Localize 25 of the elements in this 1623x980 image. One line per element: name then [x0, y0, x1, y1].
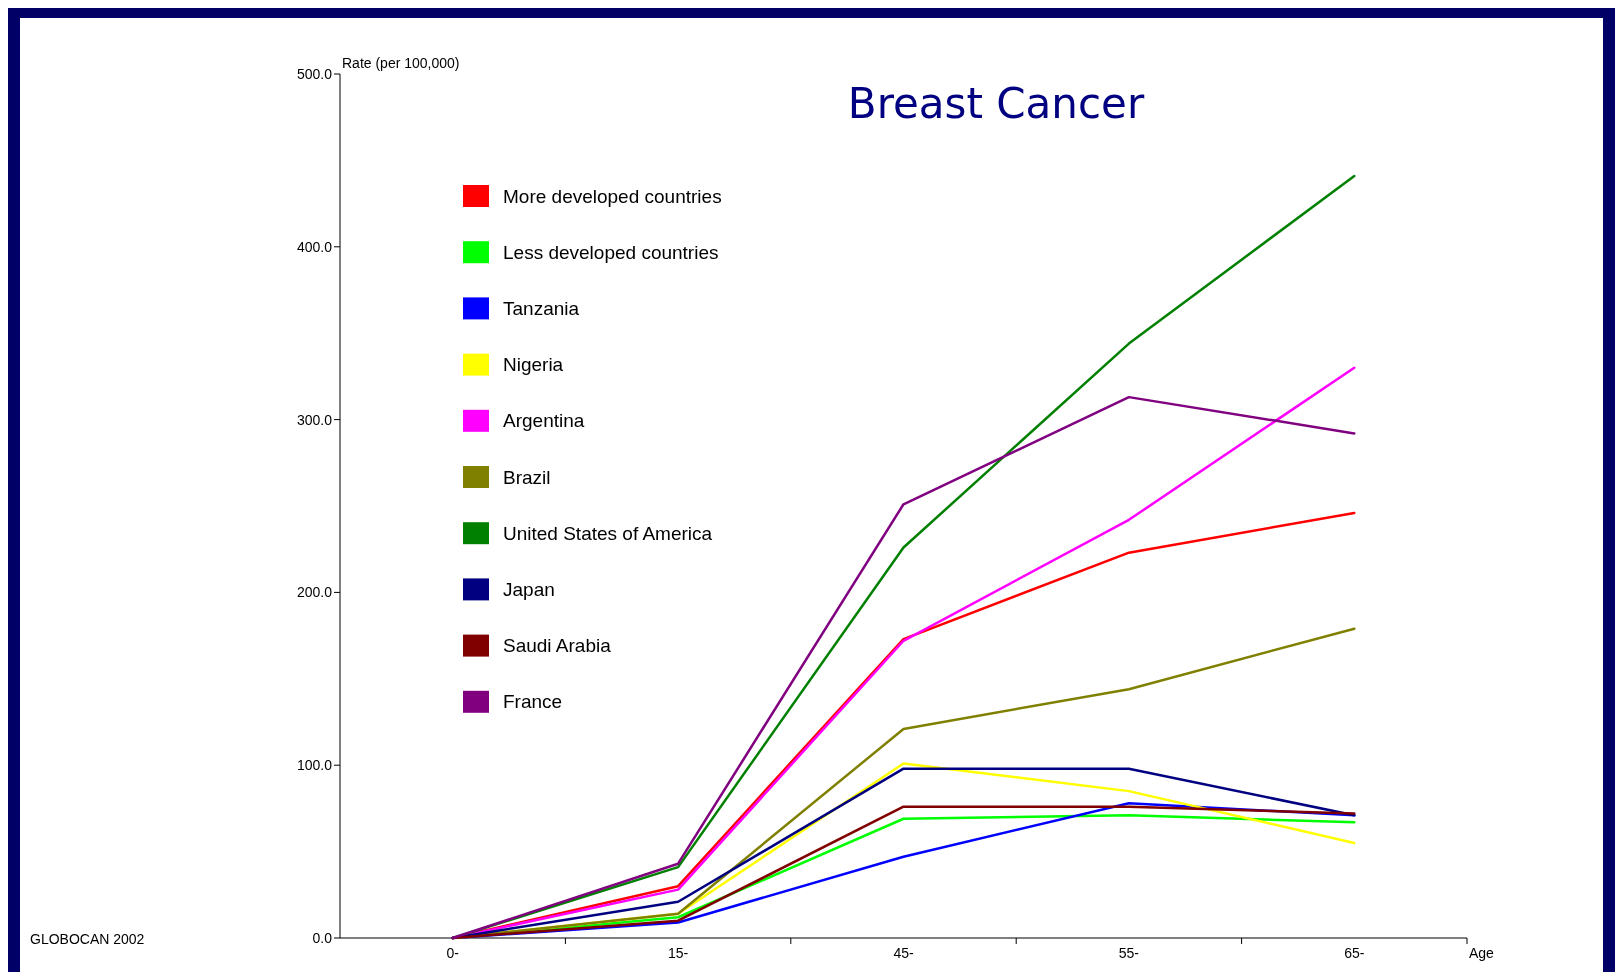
legend-label: Japan [503, 579, 555, 601]
legend-label: Nigeria [503, 354, 564, 376]
y-axis-title: Rate (per 100,000) [342, 55, 460, 71]
x-tick-label: 45- [893, 945, 914, 961]
legend-label: Less developed countries [503, 241, 719, 263]
y-tick-label: 400.0 [296, 238, 333, 255]
y-tick-label: 300.0 [296, 411, 333, 428]
legend-label: Brazil [503, 466, 551, 488]
x-tick-label: 65- [1344, 945, 1365, 961]
y-tick-label: 100.0 [296, 757, 333, 774]
x-axis-title: Age [1469, 945, 1495, 961]
legend-label: More developed countries [503, 185, 722, 207]
legend-label: Tanzania [503, 298, 580, 320]
y-tick-label: 500.0 [296, 65, 333, 82]
legend-label: France [503, 691, 563, 713]
y-tick-label: 0.0 [312, 929, 333, 946]
x-tick-label: 0- [446, 945, 460, 961]
legend-label: Argentina [503, 410, 585, 432]
chart-title: Breast Cancer [847, 79, 1145, 128]
text: GLOBOCAN 2002 [30, 931, 145, 947]
legend-label: Saudi Arabia [503, 635, 612, 657]
x-tick-label: 15- [667, 945, 689, 961]
legend-label: United States of America [503, 522, 713, 544]
x-tick-label: 55- [1118, 945, 1140, 961]
y-tick-label: 200.0 [296, 584, 333, 601]
